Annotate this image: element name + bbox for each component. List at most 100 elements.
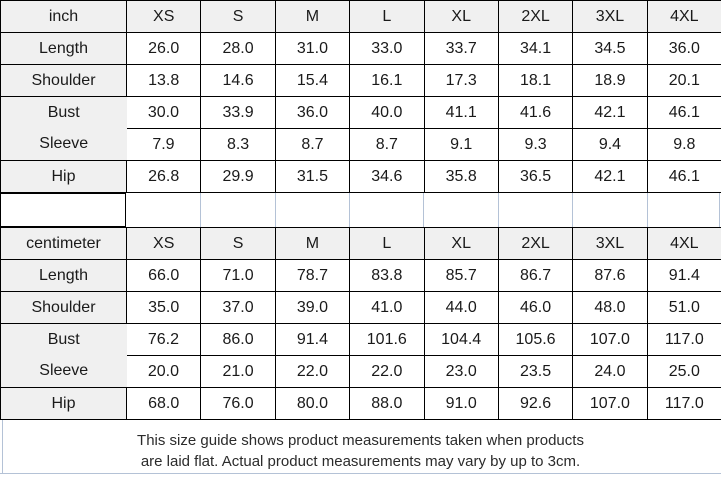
excel-gridline xyxy=(498,193,499,227)
measurement-value-cell: 21.0 xyxy=(200,355,276,388)
measurement-value-cell: 15.4 xyxy=(274,64,351,97)
measurement-value-cell: 101.6 xyxy=(349,323,425,356)
measurement-value-cell: 86.0 xyxy=(200,323,276,356)
measurement-value-cell: 33.9 xyxy=(200,96,276,129)
excel-gridline xyxy=(647,193,648,227)
measurement-label-cell: Sleeve xyxy=(0,355,127,388)
unit-header-cell: centimeter xyxy=(0,227,127,260)
measurement-value-cell: 18.9 xyxy=(572,64,648,97)
measurement-value-cell: 40.0 xyxy=(349,96,425,129)
measurement-value-cell: 104.4 xyxy=(423,323,499,356)
measurement-value-cell: 35.8 xyxy=(423,160,499,193)
measurement-value-cell: 107.0 xyxy=(572,323,648,356)
size-header-cell: S xyxy=(200,227,276,260)
measurement-value-cell: 34.6 xyxy=(349,160,425,193)
measurement-label-cell: Hip xyxy=(0,160,127,193)
size-header-cell: 2XL xyxy=(497,0,574,33)
size-header-cell: 4XL xyxy=(646,0,721,33)
size-header-cell: XL xyxy=(423,0,499,33)
measurement-value-cell: 92.6 xyxy=(497,387,574,420)
measurement-label-cell: Sleeve xyxy=(0,128,127,161)
measurement-value-cell: 71.0 xyxy=(200,259,276,292)
measurement-value-cell: 41.1 xyxy=(423,96,499,129)
measurement-value-cell: 68.0 xyxy=(125,387,202,420)
measurement-value-cell: 83.8 xyxy=(349,259,425,292)
size-header-cell: S xyxy=(200,0,276,33)
note-line-2: are laid flat. Actual product measuremen… xyxy=(140,453,581,470)
measurement-value-cell: 46.1 xyxy=(646,96,721,129)
measurement-row: Hip 68.0 76.0 80.0 88.0 91.0 92.6 107.0 117.0 xyxy=(0,387,721,420)
measurement-value-cell: 46.1 xyxy=(646,160,721,193)
measurement-row: Sleeve 7.9 8.3 8.7 8.7 9.1 9.3 9.4 9.8 xyxy=(0,128,721,161)
measurement-value-cell: 44.0 xyxy=(423,291,499,324)
measurement-label-cell: Shoulder xyxy=(0,291,127,324)
excel-gridline xyxy=(572,193,573,227)
measurement-row: Sleeve 20.0 21.0 22.0 22.0 23.0 23.5 24.0 25.0 xyxy=(0,355,721,388)
measurement-label-cell: Bust xyxy=(0,96,127,129)
measurement-value-cell: 26.0 xyxy=(125,32,202,65)
measurement-value-cell: 36.0 xyxy=(274,96,351,129)
measurement-value-cell: 9.8 xyxy=(646,128,721,161)
measurement-row: Bust 30.0 33.9 36.0 40.0 41.1 41.6 42.1 46.1 xyxy=(0,96,721,129)
size-header-cell: L xyxy=(349,0,425,33)
measurement-value-cell: 86.7 xyxy=(497,259,574,292)
measurement-value-cell: 16.1 xyxy=(349,64,425,97)
measurement-value-cell: 9.1 xyxy=(423,128,499,161)
measurement-value-cell: 9.4 xyxy=(572,128,648,161)
measurement-value-cell: 80.0 xyxy=(274,387,351,420)
measurement-label-cell: Hip xyxy=(0,387,127,420)
size-header-cell: XS xyxy=(125,227,202,260)
measurement-row: Shoulder 13.8 14.6 15.4 16.1 17.3 18.1 18.9 20.1 xyxy=(0,64,721,97)
measurement-value-cell: 8.3 xyxy=(200,128,276,161)
measurement-row: Bust 76.2 86.0 91.4 101.6 104.4 105.6 107.0 117.… xyxy=(0,323,721,356)
measurement-row: Length 26.0 28.0 31.0 33.0 33.7 34.1 34.5 36.0 xyxy=(0,32,721,65)
measurement-label-cell: Length xyxy=(0,259,127,292)
measurement-value-cell: 91.0 xyxy=(423,387,499,420)
measurement-value-cell: 117.0 xyxy=(646,323,721,356)
measurement-value-cell: 33.0 xyxy=(349,32,425,65)
excel-gridline-left xyxy=(2,420,3,474)
unit-header-cell: inch xyxy=(0,0,127,33)
measurement-row: Shoulder 35.0 37.0 39.0 41.0 44.0 46.0 48.0 51.0 xyxy=(0,291,721,324)
header-row: inch XS S M L XL 2XL 3XL 4XL xyxy=(0,0,721,33)
measurement-value-cell: 31.5 xyxy=(274,160,351,193)
measurement-value-cell: 17.3 xyxy=(423,64,499,97)
measurement-value-cell: 76.2 xyxy=(126,323,202,356)
measurement-value-cell: 91.4 xyxy=(646,259,721,292)
measurement-value-cell: 23.0 xyxy=(423,355,499,388)
spacer-row xyxy=(0,193,721,227)
measurement-row: Length 66.0 71.0 78.7 83.8 85.7 86.7 87.6 91.4 xyxy=(0,259,721,292)
measurement-value-cell: 41.0 xyxy=(349,291,425,324)
size-header-cell: M xyxy=(274,227,351,260)
header-row: centimeter XS S M L XL 2XL 3XL 4XL xyxy=(0,227,721,260)
measurement-value-cell: 42.1 xyxy=(572,96,648,129)
size-header-cell: L xyxy=(349,227,425,260)
measurement-label-cell: Bust xyxy=(0,323,127,356)
size-header-cell: 3XL xyxy=(572,227,648,260)
measurement-value-cell: 107.0 xyxy=(572,387,648,420)
size-header-cell: XL xyxy=(423,227,499,260)
measurement-value-cell: 22.0 xyxy=(349,355,425,388)
measurement-value-cell: 36.5 xyxy=(497,160,574,193)
measurement-value-cell: 41.6 xyxy=(497,96,574,129)
measurement-value-cell: 33.7 xyxy=(423,32,499,65)
measurement-value-cell: 7.9 xyxy=(126,128,202,161)
excel-gridline-bottom xyxy=(0,473,721,474)
measurement-value-cell: 48.0 xyxy=(572,291,648,324)
measurement-value-cell: 37.0 xyxy=(200,291,276,324)
measurement-value-cell: 85.7 xyxy=(423,259,499,292)
measurement-value-cell: 26.8 xyxy=(125,160,202,193)
measurement-value-cell: 78.7 xyxy=(274,259,351,292)
measurement-value-cell: 87.6 xyxy=(572,259,648,292)
measurement-value-cell: 8.7 xyxy=(349,128,425,161)
measurement-value-cell: 8.7 xyxy=(274,128,351,161)
measurement-value-cell: 14.6 xyxy=(200,64,276,97)
measurement-value-cell: 66.0 xyxy=(125,259,202,292)
measurement-value-cell: 9.3 xyxy=(497,128,574,161)
measurement-value-cell: 51.0 xyxy=(646,291,721,324)
size-header-cell: 3XL xyxy=(572,0,648,33)
measurement-value-cell: 31.0 xyxy=(274,32,351,65)
size-header-cell: M xyxy=(274,0,351,33)
measurement-value-cell: 13.8 xyxy=(125,64,202,97)
measurement-value-cell: 46.0 xyxy=(497,291,574,324)
